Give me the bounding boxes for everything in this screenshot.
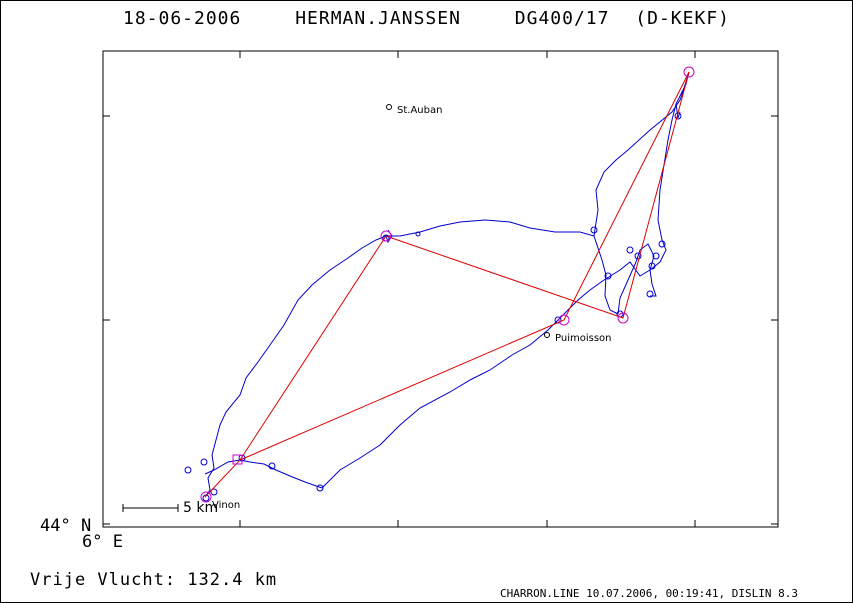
place-markers — [386, 104, 550, 338]
task-route — [204, 71, 690, 498]
software-credit: CHARRON.LINE 10.07.2006, 00:19:41, DISLI… — [500, 587, 799, 600]
glider-id: DG400/17 (D-KEKF) — [514, 8, 730, 29]
thermal-circles — [184, 112, 682, 502]
place-vinon: Vinon — [212, 500, 241, 511]
axis-ticks — [103, 51, 778, 527]
latitude-label: 44° N — [40, 516, 92, 536]
place-st-auban: St.Auban — [397, 105, 443, 116]
turnpoints — [200, 66, 695, 503]
gps-track — [204, 71, 690, 498]
scale-label: 5 km — [183, 500, 219, 516]
place-puimoisson: Puimoisson — [555, 333, 612, 344]
flight-date: 18-06-2006 — [122, 8, 242, 29]
pilot-name: HERMAN.JANSSEN — [295, 8, 461, 29]
longitude-label: 6° E — [82, 532, 123, 552]
flight-title: 18-06-2006 HERMAN.JANSSEN DG400/17 (D-KE… — [0, 8, 853, 29]
flight-distance: Vrije Vlucht: 132.4 km — [30, 570, 278, 590]
map-border — [102, 50, 779, 528]
scale-bar — [122, 504, 179, 512]
